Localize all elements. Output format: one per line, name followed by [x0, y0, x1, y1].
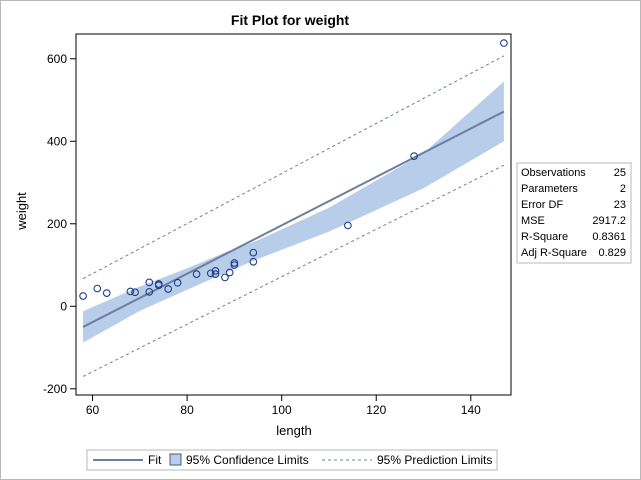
data-point [145, 278, 154, 287]
x-axis: 60 80 100 120 140 [86, 395, 481, 417]
data-point [206, 269, 215, 278]
upper-prediction-limit [82, 55, 505, 280]
stat-value: 25 [614, 167, 626, 179]
confidence-band-layer [83, 81, 504, 343]
legend: Fit 95% Confidence Limits 95% Prediction… [86, 449, 498, 471]
stat-label: Parameters [521, 183, 578, 195]
confidence-band [83, 81, 504, 343]
legend-confidence-swatch [169, 453, 182, 466]
legend-border [86, 449, 498, 471]
y-tick-label: 400 [47, 134, 67, 148]
data-point [173, 278, 182, 287]
data-point [225, 268, 234, 277]
y-tick-label: -200 [43, 382, 67, 396]
stat-label: Observations [521, 167, 586, 179]
data-point [249, 248, 258, 257]
legend-prediction-label: 95% Prediction Limits [377, 453, 492, 467]
stat-label: Error DF [521, 199, 563, 211]
lower-prediction-limit [82, 164, 505, 377]
y-tick-label: 600 [47, 52, 67, 66]
data-point [249, 257, 258, 266]
data-point [344, 221, 352, 230]
x-tick-label: 80 [180, 403, 194, 417]
plot-area [75, 33, 512, 396]
chart-title: Fit Plot for weight [231, 12, 350, 28]
y-tick-label: 200 [47, 217, 67, 231]
data-point [102, 289, 111, 297]
prediction-limits-layer [82, 55, 505, 377]
x-tick-label: 60 [86, 403, 100, 417]
fit-line [82, 110, 505, 328]
data-point [410, 152, 418, 160]
data-point [221, 273, 229, 282]
fit-line-layer [82, 110, 505, 328]
data-point [126, 287, 135, 296]
data-point [93, 284, 102, 293]
stat-label: Adj R-Square [521, 247, 587, 259]
stat-value: 2 [620, 183, 626, 195]
y-axis: -200 0 200 400 600 [43, 52, 76, 396]
data-points-layer [79, 39, 508, 300]
plot-wall [75, 33, 512, 396]
data-point [79, 292, 87, 300]
legend-fit-label: Fit [148, 453, 162, 467]
stat-label: MSE [521, 215, 545, 227]
data-point [164, 285, 173, 293]
data-point [230, 261, 239, 269]
x-tick-label: 140 [461, 403, 481, 417]
stat-value: 23 [614, 199, 626, 211]
data-point [211, 266, 220, 275]
data-point [131, 288, 139, 297]
x-tick-label: 120 [366, 403, 386, 417]
fit-statistics-table: Observations 25 Parameters 2 Error DF 23 MSE 29… [516, 162, 632, 264]
x-axis-label: length [276, 423, 311, 438]
stat-value: 0.8361 [592, 231, 626, 243]
stats-border [516, 162, 632, 264]
stat-value: 2917.2 [592, 215, 626, 227]
data-point [154, 281, 163, 290]
legend-confidence-label: 95% Confidence Limits [186, 453, 309, 467]
data-point [145, 288, 154, 296]
data-point [211, 270, 220, 278]
x-tick-label: 100 [272, 403, 292, 417]
data-point [500, 39, 508, 47]
data-point [192, 270, 201, 278]
y-tick-label: 0 [60, 299, 67, 313]
stat-value: 0.829 [598, 247, 626, 259]
stat-label: R-Square [521, 231, 568, 243]
y-axis-label: weight [14, 192, 29, 231]
data-point [230, 259, 239, 267]
